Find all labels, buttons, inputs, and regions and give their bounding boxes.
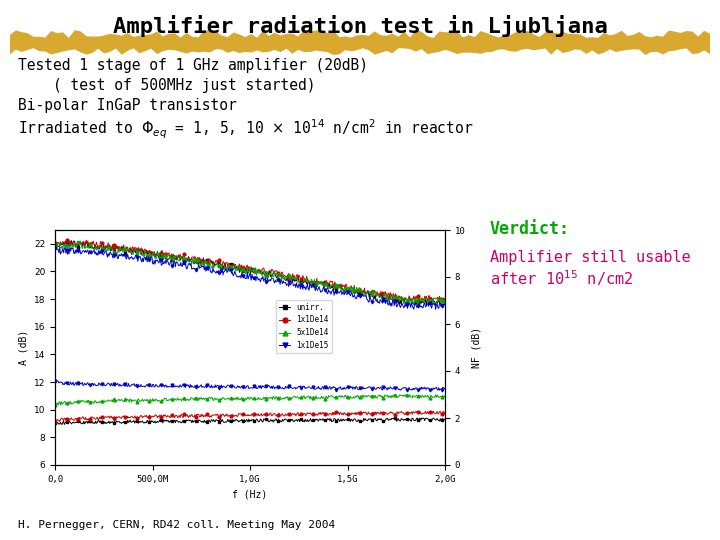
Text: Verdict:: Verdict: xyxy=(490,220,570,238)
Legend: unirr., 1x1De14, 5x1De14, 1x1De15: unirr., 1x1De14, 5x1De14, 1x1De15 xyxy=(276,300,332,353)
Text: H. Pernegger, CERN, RD42 coll. Meeting May 2004: H. Pernegger, CERN, RD42 coll. Meeting M… xyxy=(18,520,336,530)
Text: Amplifier still usable
after 10$^{15}$ n/cm2: Amplifier still usable after 10$^{15}$ n… xyxy=(490,250,690,288)
X-axis label: f (Hz): f (Hz) xyxy=(233,489,268,500)
Y-axis label: NF (dB): NF (dB) xyxy=(471,327,481,368)
Text: Bi-polar InGaP transistor: Bi-polar InGaP transistor xyxy=(18,98,237,113)
Text: Tested 1 stage of 1 GHz amplifier (20dB): Tested 1 stage of 1 GHz amplifier (20dB) xyxy=(18,58,368,73)
Text: ( test of 500MHz just started): ( test of 500MHz just started) xyxy=(18,78,315,93)
Y-axis label: A (dB): A (dB) xyxy=(18,330,28,365)
Polygon shape xyxy=(10,30,710,55)
Text: Irradiated to $\Phi_{eq}$ = 1, 5, 10 $\times$ 10$^{14}$ n/cm$^{2}$ in reactor: Irradiated to $\Phi_{eq}$ = 1, 5, 10 $\t… xyxy=(18,118,474,141)
Text: Amplifier radiation test in Ljubljana: Amplifier radiation test in Ljubljana xyxy=(112,15,608,37)
